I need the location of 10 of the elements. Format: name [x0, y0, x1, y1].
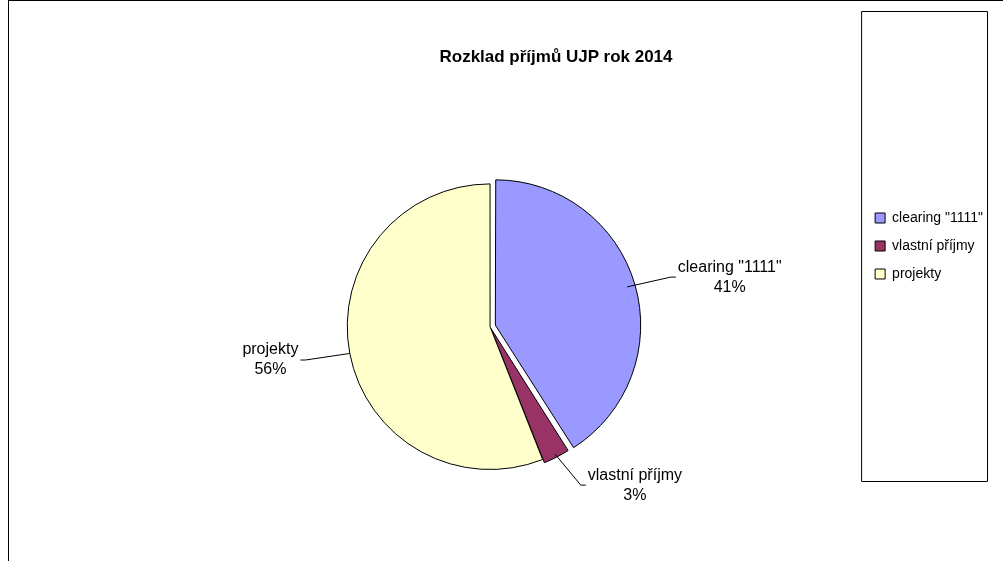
slice-label: projekty — [242, 340, 299, 358]
data-label: 3% — [623, 485, 647, 503]
data-label: 56% — [254, 360, 287, 378]
legend-label: vlastní příjmy — [892, 236, 975, 253]
slice-label: clearing "1111" — [677, 257, 782, 275]
slice-label: vlastní příjmy — [587, 465, 683, 483]
legend-label: projekty — [892, 264, 942, 281]
legend-label: clearing "1111" — [892, 208, 984, 225]
chart-title: Rozklad příjmů UJP rok 2014 — [439, 46, 674, 66]
data-label: 41% — [713, 277, 746, 295]
